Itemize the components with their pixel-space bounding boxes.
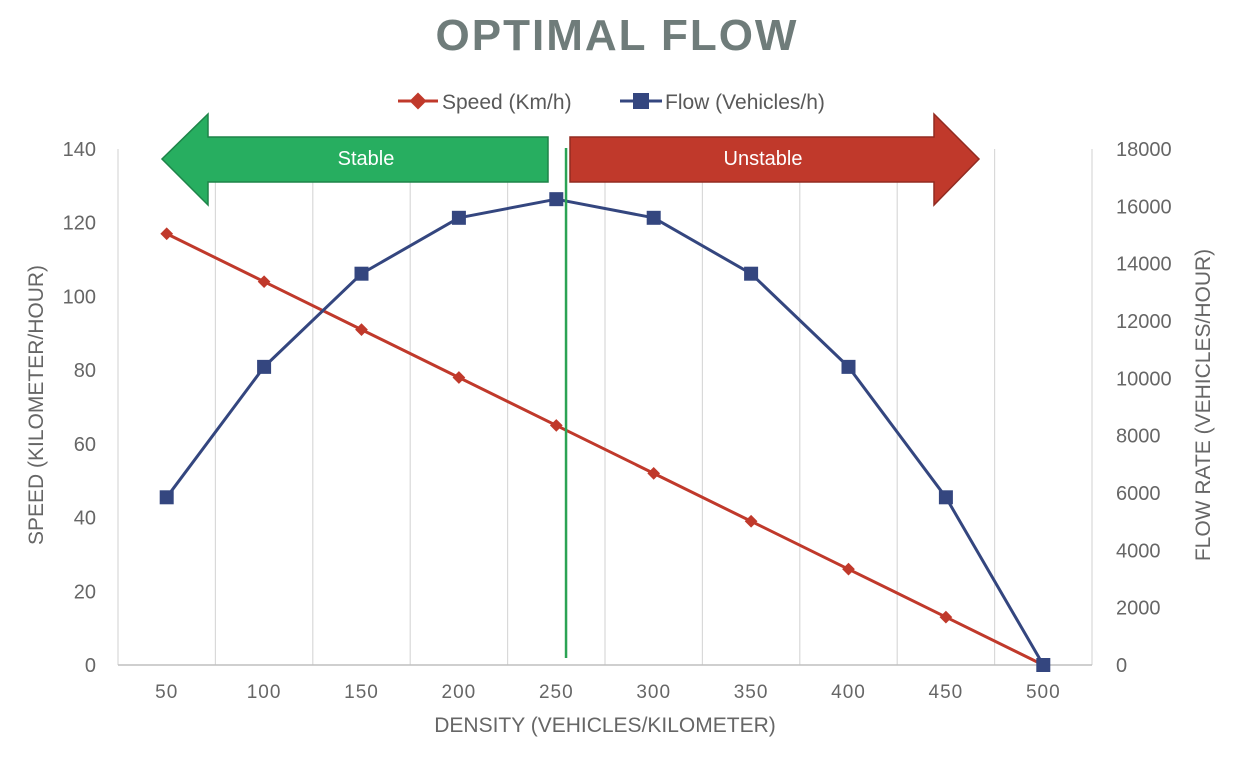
legend-speed-marker bbox=[409, 92, 427, 110]
x-tick-label: 400 bbox=[831, 682, 866, 703]
x-tick-label: 250 bbox=[539, 682, 574, 703]
flow-data-point bbox=[938, 490, 953, 505]
x-tick-label: 100 bbox=[247, 682, 282, 703]
flow-data-point bbox=[646, 210, 661, 225]
speed-data-point bbox=[939, 610, 953, 624]
legend-flow-label: Flow (Vehicles/h) bbox=[665, 91, 825, 114]
speed-data-point bbox=[744, 514, 758, 528]
x-tick-label: 150 bbox=[344, 682, 379, 703]
y-tick-left-label: 120 bbox=[63, 213, 96, 235]
y-tick-right-label: 6000 bbox=[1116, 483, 1161, 505]
legend-flow-marker bbox=[633, 93, 649, 109]
y-tick-right-label: 2000 bbox=[1116, 598, 1161, 620]
flow-data-point bbox=[549, 192, 564, 207]
speed-series-line bbox=[166, 232, 1044, 667]
x-axis-label: DENSITY (VEHICLES/KILOMETER) bbox=[434, 714, 776, 737]
flow-data-point bbox=[744, 266, 759, 281]
y-tick-left-label: 40 bbox=[74, 508, 96, 530]
y-tick-right-label: 10000 bbox=[1116, 368, 1172, 390]
unstable-arrow-label: Unstable bbox=[724, 148, 803, 170]
stable-arrow-label: Stable bbox=[338, 148, 395, 170]
x-tick-label: 500 bbox=[1026, 682, 1061, 703]
stability-arrows: Stable Unstable bbox=[160, 112, 981, 207]
y-tick-left-label: 0 bbox=[85, 655, 96, 677]
y-tick-left-label: 80 bbox=[74, 360, 96, 382]
speed-data-point bbox=[160, 227, 174, 241]
series-layer bbox=[159, 192, 1051, 672]
y-axis-left-label: SPEED (KILOMETER/HOUR) bbox=[25, 265, 48, 545]
y-tick-left-label: 140 bbox=[63, 139, 96, 161]
speed-data-point bbox=[647, 466, 661, 480]
y-tick-right-label: 18000 bbox=[1116, 139, 1172, 161]
gridlines bbox=[214, 149, 996, 665]
legend: Speed (Km/h) Flow (Vehicles/h) bbox=[398, 91, 825, 114]
flow-data-point bbox=[451, 210, 466, 225]
flow-data-point bbox=[257, 359, 272, 374]
unstable-arrow bbox=[569, 112, 981, 207]
y-tick-left-label: 100 bbox=[63, 286, 96, 308]
flow-data-point bbox=[1036, 658, 1051, 672]
flow-data-point bbox=[354, 266, 369, 281]
y-tick-right-label: 8000 bbox=[1116, 426, 1161, 448]
speed-data-point bbox=[355, 323, 368, 336]
speed-data-point bbox=[257, 275, 271, 289]
y-axis-right-label: FLOW RATE (VEHICLES/HOUR) bbox=[1192, 249, 1215, 561]
legend-speed-label: Speed (Km/h) bbox=[442, 91, 572, 114]
axes: 50 100 150 200 250 300 350 400 450 500 0 20 40 60 80 10… bbox=[63, 139, 1172, 703]
y-tick-left-label: 60 bbox=[74, 434, 96, 456]
chart-title: OPTIMAL FLOW bbox=[436, 11, 799, 60]
y-tick-right-label: 14000 bbox=[1116, 254, 1172, 276]
y-tick-right-label: 0 bbox=[1116, 655, 1127, 677]
y-tick-right-label: 12000 bbox=[1116, 311, 1172, 333]
flow-data-point bbox=[841, 359, 856, 374]
y-tick-right-label: 4000 bbox=[1116, 540, 1161, 562]
stable-arrow bbox=[160, 112, 549, 207]
flow-data-point bbox=[159, 490, 174, 505]
y-tick-left-label: 20 bbox=[74, 581, 96, 603]
x-tick-label: 450 bbox=[929, 682, 964, 703]
speed-data-point bbox=[452, 371, 466, 384]
x-tick-label: 50 bbox=[155, 682, 178, 703]
speed-data-point bbox=[842, 562, 855, 576]
legend-item-flow: Flow (Vehicles/h) bbox=[620, 91, 825, 114]
x-tick-label: 200 bbox=[442, 682, 477, 703]
x-tick-label: 300 bbox=[636, 682, 671, 703]
y-tick-right-label: 16000 bbox=[1116, 196, 1172, 218]
speed-data-point bbox=[549, 419, 563, 432]
legend-item-speed: Speed (Km/h) bbox=[398, 91, 572, 114]
x-tick-label: 350 bbox=[734, 682, 769, 703]
flow-series-line bbox=[165, 197, 1045, 666]
